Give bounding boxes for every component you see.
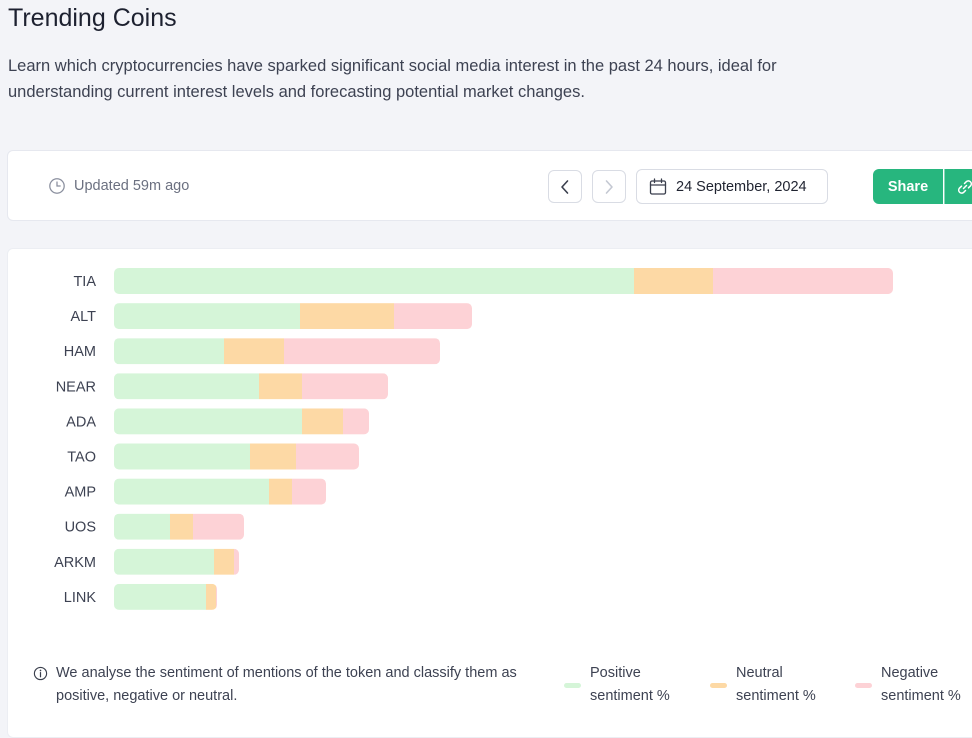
legend-label-neutral: Neutral sentiment % [736,662,828,708]
bar-segment-amp-positive[interactable] [114,479,269,505]
info-icon[interactable] [33,666,48,681]
bar-near[interactable] [114,373,388,399]
category-label-ada: ADA [66,414,96,430]
category-label-link: LINK [64,590,97,606]
bar-segment-arkm-negative[interactable] [234,549,239,575]
bar-segment-tao-positive[interactable] [114,444,250,470]
bar-segment-ham-negative[interactable] [284,338,440,364]
bar-segment-link-positive[interactable] [114,584,206,610]
chevron-left-icon [559,179,571,195]
legend-label-negative: Negative sentiment % [881,662,972,708]
updated-text: Updated 59m ago [74,178,189,194]
date-value: 24 September, 2024 [676,179,807,195]
calendar-icon [649,178,667,196]
bar-segment-uos-neutral[interactable] [170,514,193,540]
bar-link[interactable] [114,584,217,610]
bar-segment-near-positive[interactable] [114,373,259,399]
bar-segment-amp-neutral[interactable] [269,479,292,505]
legend-label-positive: Positive sentiment % [590,662,682,708]
bar-segment-near-neutral[interactable] [259,373,302,399]
chevron-right-icon [603,179,615,195]
bar-segment-alt-neutral[interactable] [300,303,394,329]
bar-ham[interactable] [114,338,440,364]
bar-segment-arkm-positive[interactable] [114,549,214,575]
bar-segment-tia-negative[interactable] [713,268,893,294]
bar-segment-tia-positive[interactable] [114,268,634,294]
bar-ada[interactable] [114,408,369,434]
legend-item-neutral: Neutral sentiment % [710,662,828,708]
bar-segment-ada-neutral[interactable] [302,408,343,434]
legend-swatch-neutral [710,683,727,688]
category-label-tao: TAO [67,450,96,466]
date-picker[interactable]: 24 September, 2024 [636,169,828,204]
bar-alt[interactable] [114,303,472,329]
bar-segment-alt-negative[interactable] [394,303,472,329]
category-label-ham: HAM [64,344,96,360]
legend-item-positive: Positive sentiment % [564,662,682,708]
bar-segment-link-negative[interactable] [216,584,217,610]
bar-segment-amp-negative[interactable] [292,479,326,505]
page-description: Learn which cryptocurrencies have sparke… [8,53,788,105]
bar-segment-ham-neutral[interactable] [224,338,284,364]
updated-status: Updated 59m ago [48,177,189,195]
bar-segment-ada-positive[interactable] [114,408,302,434]
category-label-near: NEAR [56,379,96,395]
bar-segment-arkm-neutral[interactable] [214,549,234,575]
bar-amp[interactable] [114,479,326,505]
bar-uos[interactable] [114,514,244,540]
link-icon [956,178,972,196]
copy-link-button[interactable] [944,169,972,204]
page-title: Trending Coins [8,4,177,33]
bar-segment-tao-negative[interactable] [296,444,359,470]
share-button[interactable]: Share [873,169,943,204]
bar-arkm[interactable] [114,549,239,575]
legend-swatch-negative [855,683,872,688]
methodology-note: We analyse the sentiment of mentions of … [33,662,553,708]
category-label-uos: UOS [65,520,96,536]
category-label-amp: AMP [65,485,96,501]
clock-icon [48,177,66,195]
sentiment-bar-chart: TIA ALT HAM NEAR ADA TAO AMP UOS ARKM LINK [8,249,972,629]
bar-segment-near-negative[interactable] [302,373,388,399]
bar-segment-ham-positive[interactable] [114,338,224,364]
bar-tia[interactable] [114,268,893,294]
previous-date-button[interactable] [548,170,582,203]
category-label-tia: TIA [73,274,96,290]
methodology-text: We analyse the sentiment of mentions of … [56,662,553,708]
toolbar: Updated 59m ago 24 September, 2024 Share [7,150,972,221]
bar-segment-uos-positive[interactable] [114,514,170,540]
bar-segment-tia-neutral[interactable] [634,268,713,294]
bar-segment-alt-positive[interactable] [114,303,300,329]
bar-segment-ada-negative[interactable] [343,408,369,434]
bar-tao[interactable] [114,444,359,470]
legend-item-negative: Negative sentiment % [855,662,972,708]
bar-segment-uos-negative[interactable] [193,514,244,540]
next-date-button[interactable] [592,170,626,203]
category-label-arkm: ARKM [54,555,96,571]
legend-swatch-positive [564,683,581,688]
bar-segment-link-neutral[interactable] [206,584,216,610]
category-label-alt: ALT [70,309,96,325]
bar-segment-tao-neutral[interactable] [250,444,296,470]
